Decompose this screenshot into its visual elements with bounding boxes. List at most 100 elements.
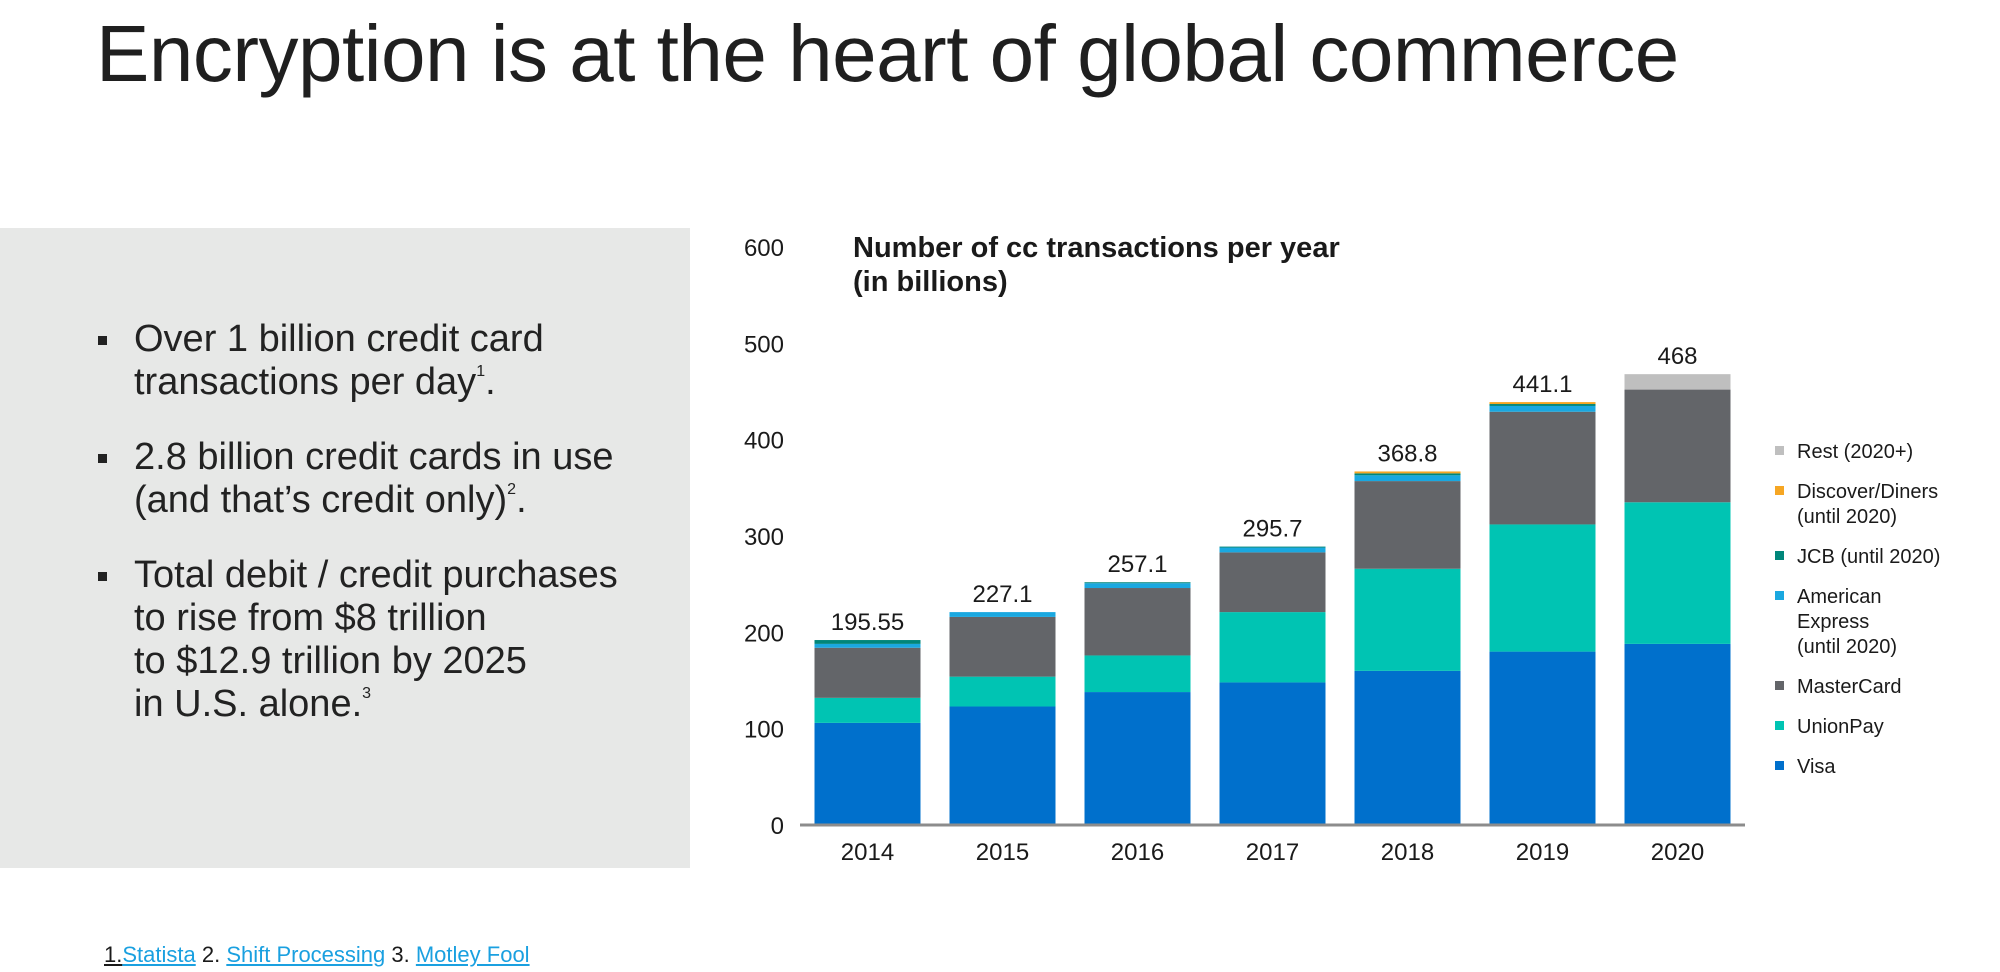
bar-segment [1354, 475, 1461, 482]
legend-swatch [1775, 486, 1784, 495]
bar-segment [1084, 692, 1191, 825]
y-tick-label: 600 [744, 235, 784, 262]
bar-segment [1084, 655, 1191, 693]
bullet-line: 2.8 billion credit cards in use [134, 436, 614, 478]
bar-segment [814, 640, 921, 644]
x-tick-label: 2019 [1516, 839, 1569, 866]
bar-total-label: 368.8 [1377, 440, 1437, 467]
bullet-item: Over 1 billion credit card transactions … [98, 318, 618, 404]
bar-segment [1624, 374, 1731, 390]
bullet-line-tail: . [516, 479, 527, 521]
bar-segment [949, 612, 1056, 617]
bullet-line-tail: . [485, 361, 496, 403]
source-link-shift-processing[interactable]: Shift Processing [226, 942, 386, 967]
bar-segment [1624, 502, 1731, 644]
legend-label: American [1797, 586, 1881, 608]
bullet-line-text: in U.S. alone. [134, 683, 363, 725]
legend-label: (until 2020) [1797, 636, 1897, 658]
bar-total-label: 257.1 [1107, 551, 1167, 578]
source-number: 1. [104, 942, 123, 967]
legend-swatch [1775, 681, 1784, 690]
bullet-line: Over 1 billion credit card [134, 318, 544, 360]
bar-segment [814, 697, 921, 723]
bar-segment [1489, 651, 1596, 825]
bar-segment [1354, 471, 1461, 474]
bar-segment [949, 676, 1056, 707]
chart-title-line: Number of cc transactions per year [853, 232, 1340, 264]
y-tick-label: 200 [744, 620, 784, 647]
bar-segment [949, 616, 1056, 677]
bar-segment [1219, 612, 1326, 683]
bar-total-label: 227.1 [972, 581, 1032, 608]
bar-total-label: 468 [1657, 343, 1697, 370]
legend-label: MasterCard [1797, 676, 1901, 698]
slide-title: Encryption is at the heart of global com… [96, 9, 1679, 98]
bar-segment [1084, 583, 1191, 589]
y-tick-label: 500 [744, 331, 784, 358]
footnote-ref: 1 [476, 363, 486, 380]
bar-segment [1219, 547, 1326, 553]
legend-label: UnionPay [1797, 716, 1884, 738]
square-bullet-icon [98, 572, 107, 581]
source-number: 3. [385, 942, 416, 967]
bar-total-label: 195.55 [831, 609, 904, 636]
y-tick-label: 300 [744, 524, 784, 551]
legend-swatch [1775, 761, 1784, 770]
chart-title-line: (in billions) [853, 266, 1008, 298]
legend-swatch [1775, 721, 1784, 730]
bar-segment [1354, 473, 1461, 476]
source-link-motley-fool[interactable]: Motley Fool [415, 942, 530, 967]
x-tick-label: 2015 [976, 839, 1029, 866]
bullet-item: Total debit / credit purchases to rise f… [98, 554, 618, 726]
x-tick-label: 2018 [1381, 839, 1434, 866]
legend-label: JCB (until 2020) [1797, 546, 1940, 568]
bar-segment [814, 643, 921, 648]
bullet-line-text: (and that’s credit only) [134, 479, 508, 521]
legend-label: Discover/Diners [1797, 481, 1938, 503]
footnote-ref: 2 [507, 481, 517, 498]
bar-segment [1084, 582, 1191, 584]
bar-segment [1624, 643, 1731, 825]
bar-segment [1354, 670, 1461, 825]
bullet-line-text: transactions per day [134, 361, 477, 403]
legend-label: Express [1797, 611, 1869, 633]
sources-footnote: 1.Statista 2. Shift Processing 3. Motley… [104, 942, 530, 968]
square-bullet-icon [98, 454, 107, 463]
y-tick-label: 100 [744, 717, 784, 744]
bullet-line: to $12.9 trillion by 2025 [134, 640, 527, 682]
bar-segment [1354, 481, 1461, 569]
bar-segment [1624, 389, 1731, 503]
bar-segment [814, 722, 921, 825]
bar-segment [1489, 402, 1596, 405]
x-tick-label: 2014 [841, 839, 894, 866]
bullet-item: 2.8 billion credit cards in use (and tha… [98, 436, 618, 522]
y-tick-label: 0 [771, 813, 784, 840]
x-tick-label: 2020 [1651, 839, 1704, 866]
bullet-line-last: in U.S. alone.3 [134, 683, 618, 726]
source-number: 2. [195, 942, 227, 967]
bar-segment [949, 706, 1056, 825]
legend-label: (until 2020) [1797, 506, 1897, 528]
x-tick-label: 2017 [1246, 839, 1299, 866]
bar-segment [1489, 524, 1596, 652]
source-link-statista[interactable]: Statista [122, 942, 196, 967]
bar-segment [1084, 588, 1191, 656]
bar-segment [1219, 682, 1326, 825]
footnote-ref: 3 [362, 685, 372, 702]
bar-segment [1219, 552, 1326, 613]
legend-swatch [1775, 551, 1784, 560]
stacked-bar-chart: Number of cc transactions per year(in bi… [744, 232, 1940, 866]
bullet-line-last: transactions per day1. [134, 361, 618, 404]
bar-segment [1354, 568, 1461, 671]
bullet-line: to rise from $8 trillion [134, 597, 487, 639]
square-bullet-icon [98, 336, 107, 345]
bar-segment [1489, 404, 1596, 406]
legend-label: Rest (2020+) [1797, 441, 1913, 463]
bullet-line: Total debit / credit purchases [134, 554, 618, 596]
x-tick-label: 2016 [1111, 839, 1164, 866]
bar-total-label: 295.7 [1242, 516, 1302, 543]
bar-segment [1489, 405, 1596, 412]
bar-segment [1489, 411, 1596, 525]
bar-total-label: 441.1 [1512, 371, 1572, 398]
bar-segment [1219, 546, 1326, 548]
